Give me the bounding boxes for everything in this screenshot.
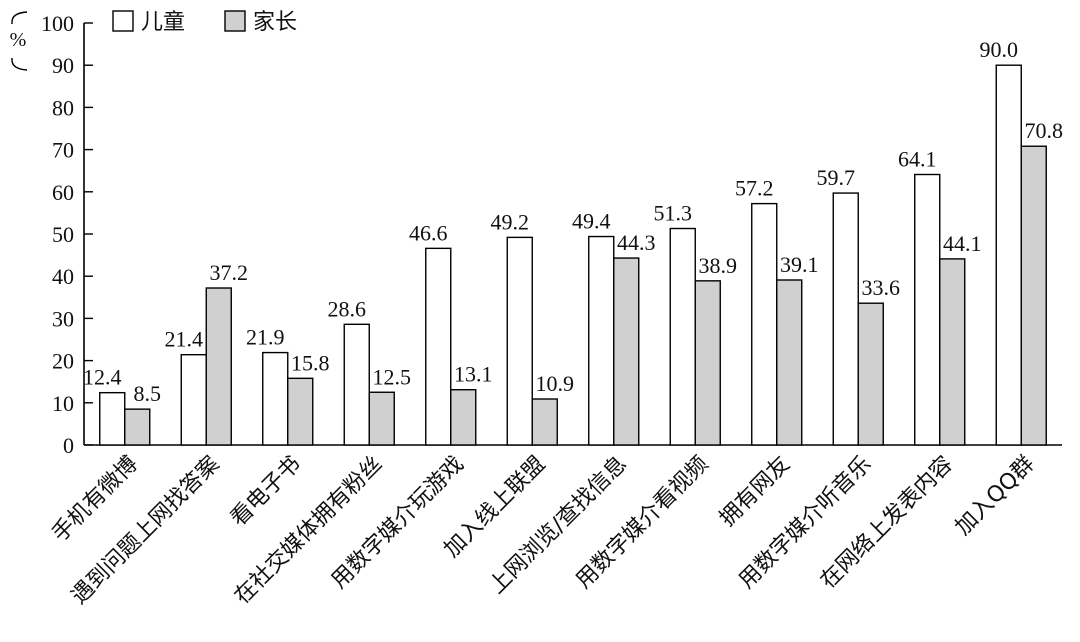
bar-value-label: 57.2 — [735, 176, 774, 201]
bar-children — [343, 323, 370, 446]
bar-parents — [287, 377, 314, 446]
y-tick-label: 50 — [52, 222, 74, 247]
bar-children — [99, 391, 126, 446]
bar-value-label: 51.3 — [654, 201, 693, 226]
bar-value-label: 39.1 — [780, 252, 819, 277]
bar-parents — [368, 391, 395, 446]
bar-parents — [857, 302, 884, 446]
bar-value-label: 28.6 — [328, 296, 367, 321]
y-tick-label: 20 — [52, 349, 74, 374]
legend-label-parents: 家长 — [253, 10, 297, 35]
y-tick-label: 40 — [52, 264, 74, 289]
axes: 0 10 20 30 40 50 60 70 80 90 100 — [41, 11, 1062, 458]
bar-value-label: 44.1 — [943, 231, 982, 256]
bar-parents — [450, 389, 477, 446]
bar-parents — [939, 258, 966, 446]
bar-value-label: 12.5 — [373, 364, 412, 389]
bar-children — [669, 227, 696, 446]
bar-value-label: 70.8 — [1025, 118, 1064, 143]
bar-parents — [205, 287, 232, 446]
x-category-label: 遇到问题上网找答案 — [67, 452, 225, 610]
unit-paren-open — [11, 11, 28, 24]
bar-value-label: 90.0 — [980, 37, 1019, 62]
bar-value-label: 38.9 — [699, 253, 738, 278]
y-axis-unit: % — [10, 29, 27, 51]
bar-value-label: 46.6 — [409, 220, 448, 245]
bar-parents — [1020, 145, 1047, 446]
y-unit: % — [10, 11, 28, 71]
bar-children — [180, 353, 207, 446]
bar-children — [832, 192, 859, 446]
bar-value-label: 44.3 — [617, 230, 656, 255]
bar-value-label: 12.4 — [83, 365, 122, 390]
bars — [99, 64, 1047, 446]
bar-parents — [124, 408, 151, 446]
bar-parents — [776, 279, 803, 446]
y-tick-label: 10 — [52, 391, 74, 416]
x-category-label: 上网浏览/查找信息 — [485, 452, 632, 599]
bar-value-label: 21.4 — [165, 327, 204, 352]
bar-children — [751, 202, 778, 446]
y-tick-label: 0 — [63, 433, 74, 458]
bar-children — [995, 64, 1022, 446]
bar-value-label: 21.9 — [246, 325, 285, 350]
y-tick-label: 80 — [52, 95, 74, 120]
y-tick-label: 70 — [52, 138, 74, 163]
bar-parents — [694, 280, 721, 446]
bar-parents — [531, 398, 558, 446]
bar-children — [914, 173, 941, 446]
bar-children — [425, 247, 452, 446]
value-labels: 12.4 8.5 21.4 37.2 21.915.8 28.6 12.5 46.6 13.1 4… — [83, 37, 1063, 406]
x-category-label: 看电子书 — [226, 452, 306, 532]
bar-value-label: 37.2 — [210, 260, 249, 285]
y-tick-label: 100 — [41, 11, 74, 36]
legend-swatch-children — [112, 10, 134, 32]
x-category-label: 在社交媒体拥有粉丝 — [230, 452, 388, 610]
y-tick-label: 30 — [52, 306, 74, 331]
bar-value-label: 59.7 — [817, 165, 856, 190]
bar-value-label: 49.4 — [572, 209, 611, 234]
bar-children — [262, 351, 289, 446]
bar-parents — [613, 257, 640, 446]
bar-value-label: 33.6 — [862, 275, 901, 300]
bar-children — [588, 235, 615, 446]
y-tick-label: 90 — [52, 53, 74, 78]
bar-value-label: 64.1 — [898, 146, 937, 171]
bar-value-label: 15.8 — [291, 350, 330, 375]
legend: 儿童 家长 — [112, 10, 297, 35]
bar-value-label: 13.1 — [454, 362, 493, 387]
legend-label-children: 儿童 — [141, 10, 185, 35]
y-tick-label: 60 — [52, 180, 74, 205]
legend-swatch-parents — [224, 10, 246, 32]
bar-value-label: 8.5 — [134, 381, 162, 406]
x-category-label: 拥有网友 — [715, 452, 795, 532]
bar-value-label: 10.9 — [536, 371, 575, 396]
bar-children — [506, 236, 533, 446]
unit-paren-close — [11, 58, 28, 71]
x-category-label: 加入QQ群 — [951, 452, 1040, 541]
bar-value-label: 49.2 — [491, 209, 530, 234]
